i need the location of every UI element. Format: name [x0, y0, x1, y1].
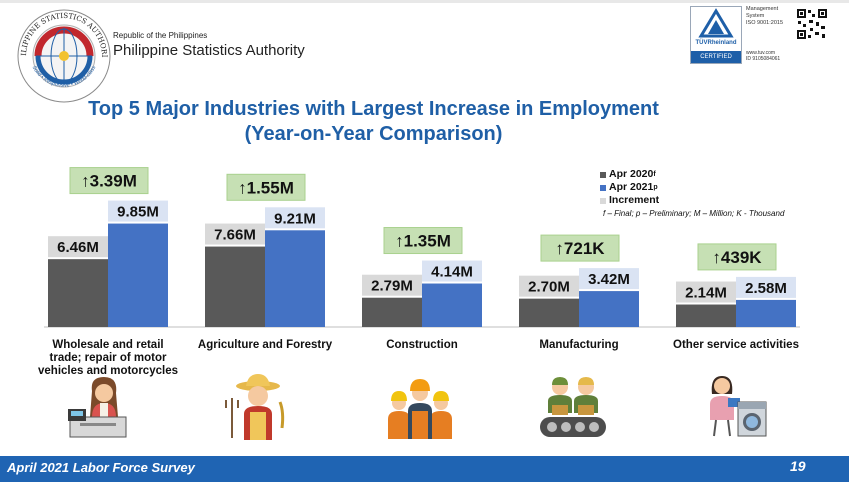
category-label-0-0: Wholesale and retail: [52, 339, 163, 351]
factory-workers-icon: [540, 377, 606, 437]
category-label-0-1: trade; repair of motor: [50, 352, 167, 364]
increment-badge-0: [69, 167, 149, 195]
bar-value-label-apr2020-1: 7.66M: [214, 227, 256, 244]
org-name: Philippine Statistics Authority: [113, 42, 305, 59]
bar-label-bg-1-3: [579, 268, 639, 290]
category-label-2-0: Construction: [386, 339, 458, 351]
bar-value-label-apr2021-1: 9.21M: [274, 210, 316, 227]
bar-apr2020-2: [362, 297, 422, 327]
increment-label-2: ↑1.35M: [395, 232, 451, 251]
tuv-brand: TÜVRheinland: [695, 40, 737, 46]
bar-value-label-apr2020-2: 2.79M: [371, 278, 413, 295]
bar-value-label-apr2020-0: 6.46M: [57, 239, 99, 256]
qr-code-icon: [796, 8, 828, 40]
bar-apr2020-0: [48, 259, 108, 327]
cert-id-text: www.tuv.com ID 9105084061: [746, 50, 781, 62]
bar-value-label-apr2020-3: 2.70M: [528, 279, 570, 296]
legend-item-increment: Increment: [600, 194, 659, 207]
bar-label-bg-1-1: [265, 207, 325, 229]
increment-label-1: ↑1.55M: [238, 178, 294, 197]
bar-apr2021-3: [579, 291, 639, 327]
cert-text: Management System ISO 9001:2015: [746, 6, 784, 26]
bar-value-label-apr2020-4: 2.14M: [685, 285, 727, 302]
bar-value-label-apr2021-2: 4.14M: [431, 264, 473, 281]
increment-label-0: ↑3.39M: [81, 172, 137, 191]
bar-value-label-apr2021-4: 2.58M: [745, 280, 787, 297]
category-label-1-0: Agriculture and Forestry: [198, 339, 333, 351]
increment-badge-1: [226, 173, 306, 201]
category-label-0-2: vehicles and motorcycles: [38, 365, 178, 377]
page-number: 19: [790, 458, 806, 474]
tuv-certification: TÜVRheinland CERTIFIED Management System…: [690, 6, 830, 64]
laundry-worker-icon: [710, 376, 767, 437]
chart-title-line2: (Year-on-Year Comparison): [244, 123, 503, 145]
increment-badge-4: [697, 243, 777, 271]
legend-item-apr2021: Apr 2021 p: [600, 181, 659, 194]
chart-legend: Apr 2020 f Apr 2021 p Increment: [600, 168, 659, 207]
bar-apr2021-2: [422, 283, 482, 327]
bar-apr2020-4: [676, 304, 736, 327]
tuv-certified-label: CERTIFIED: [691, 51, 741, 63]
bar-label-bg-0-2: [362, 274, 422, 296]
legend-item-apr2020: Apr 2020 f: [600, 168, 659, 181]
construction-workers-icon: [388, 379, 452, 439]
bar-apr2021-4: [736, 299, 796, 327]
increment-label-4: ↑439K: [712, 248, 762, 267]
cashier-icon: [68, 377, 127, 438]
bar-label-bg-0-3: [519, 275, 579, 297]
bar-label-bg-0-1: [205, 223, 265, 245]
psa-seal-logo: PHILIPPINE STATISTICS AUTHORITY Solid • …: [16, 8, 111, 103]
increment-badge-2: [383, 227, 463, 255]
tuv-badge: TÜVRheinland CERTIFIED: [690, 6, 742, 64]
increment-badge-3: [540, 234, 620, 262]
bar-label-bg-1-4: [736, 276, 796, 298]
bar-label-bg-0-4: [676, 281, 736, 303]
bar-label-bg-0-0: [48, 236, 108, 258]
bar-apr2020-1: [205, 246, 265, 327]
chart-title-line1: Top 5 Major Industries with Largest Incr…: [88, 98, 659, 120]
category-label-3-0: Manufacturing: [539, 339, 618, 351]
tuv-triangle-icon: [698, 8, 734, 38]
farmer-icon: [225, 374, 285, 440]
bar-value-label-apr2021-3: 3.42M: [588, 271, 630, 288]
org-country: Republic of the Philippines: [113, 31, 208, 40]
legend-swatch-apr2020: [600, 171, 606, 178]
top-border: [0, 0, 849, 3]
legend-swatch-increment: [600, 197, 606, 204]
bar-apr2021-0: [108, 223, 168, 327]
chart-footnote: f – Final; p – Preliminary; M – Million;…: [603, 209, 785, 218]
legend-swatch-apr2021: [600, 184, 606, 191]
category-label-4-0: Other service activities: [673, 339, 799, 351]
footer-label: April 2021 Labor Force Survey: [7, 460, 195, 475]
footer-bar: April 2021 Labor Force Survey 19: [0, 456, 849, 482]
chart-title: Top 5 Major Industries with Largest Incr…: [0, 97, 747, 147]
bar-value-label-apr2021-0: 9.85M: [117, 204, 159, 221]
bar-chart: 6.46M 9.85M ↑3.39M Wholesale and retailtrad…: [38, 167, 800, 377]
bar-apr2021-1: [265, 230, 325, 327]
bar-label-bg-1-0: [108, 200, 168, 222]
bar-apr2020-3: [519, 298, 579, 327]
bar-label-bg-1-2: [422, 260, 482, 282]
increment-label-3: ↑721K: [555, 239, 605, 258]
